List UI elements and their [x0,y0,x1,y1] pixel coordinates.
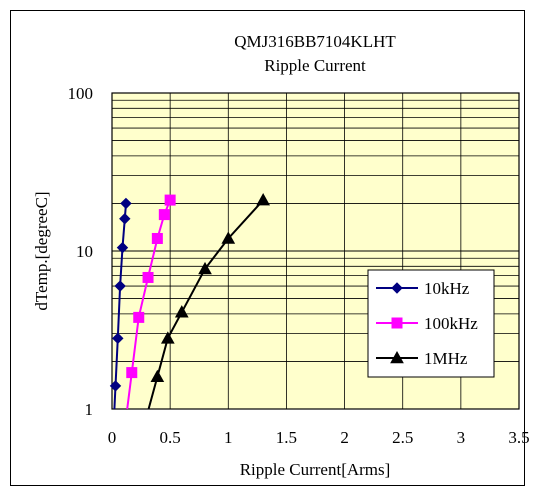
data-point [116,241,129,254]
data-point [126,367,138,379]
data-point [109,380,122,392]
x-axis-label: Ripple Current[Arms] [240,460,391,479]
axes: 0 0.5 1 1.5 2 2.5 3 3.5 1 10 100 [68,84,530,447]
data-point [120,197,132,210]
data-point [164,194,176,206]
y-tick-label: 100 [68,84,94,103]
data-point [198,261,212,275]
x-tick-label: 1.5 [276,428,297,447]
data-point [158,209,170,221]
series-10kHz [109,197,132,410]
data-point [112,332,124,345]
legend-marker [391,317,403,329]
data-point [151,232,163,244]
y-axis-label: dTemp.[degreeC] [32,191,51,310]
legend-marker [390,350,404,364]
data-point [142,271,154,283]
data-point [221,231,236,244]
legend: 10kHz 100kHz 1MHz [367,269,495,378]
legend-label: 1MHz [424,349,468,368]
data-point [119,213,131,225]
x-tick-label: 0 [108,428,117,447]
data-point [174,305,189,318]
legend-label: 10kHz [424,279,470,298]
x-tick-label: 3.5 [508,428,529,447]
data-point [256,193,271,206]
x-tick-label: 1 [224,428,233,447]
series [109,193,271,410]
chart-title: QMJ316BB7104KLHT [234,32,396,51]
chart-subtitle: Ripple Current [264,56,366,75]
x-tick-label: 0.5 [160,428,181,447]
data-point [133,311,145,323]
y-tick-label: 10 [76,242,93,261]
x-tick-label: 3 [457,428,466,447]
series-100kHz [126,194,176,410]
data-point [150,369,165,383]
data-point [114,280,126,292]
series-1MHz [147,193,271,410]
legend-label: 100kHz [424,314,478,333]
legend-marker [391,282,403,294]
y-tick-label: 1 [85,400,94,419]
x-tick-label: 2 [340,428,349,447]
plot-border [111,92,520,410]
x-tick-label: 2.5 [392,428,413,447]
data-point [160,331,175,344]
